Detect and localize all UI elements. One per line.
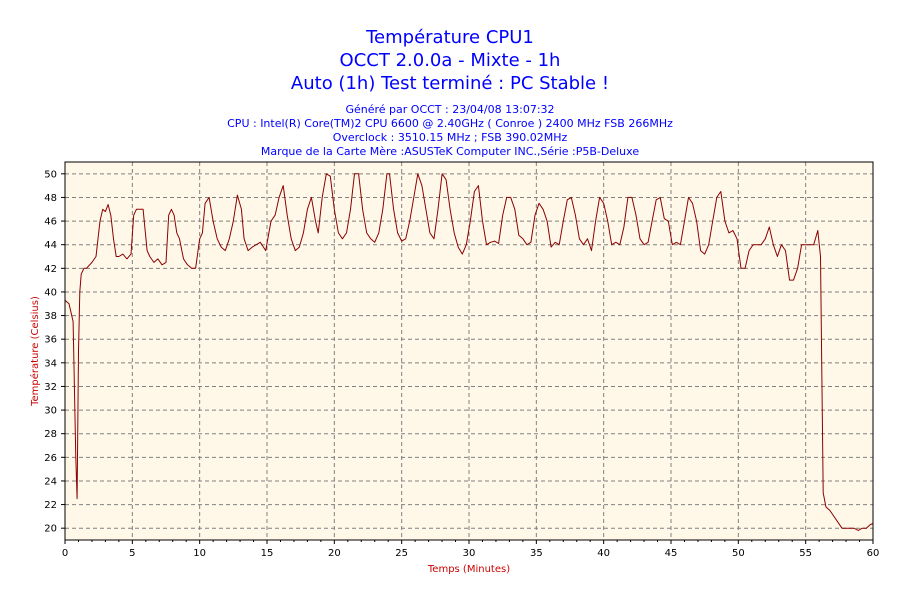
x-tick-label: 50 — [732, 548, 745, 559]
x-tick-label: 15 — [261, 548, 274, 559]
y-axis-label: Température (Celsius) — [29, 296, 41, 407]
x-tick-label: 35 — [530, 548, 543, 559]
y-tick-label: 24 — [44, 476, 57, 487]
x-tick-label: 30 — [463, 548, 476, 559]
y-tick-label: 28 — [44, 429, 57, 440]
x-tick-label: 10 — [193, 548, 206, 559]
y-tick-label: 44 — [44, 240, 57, 251]
grid-lines — [65, 162, 873, 540]
system-info: Généré par OCCT : 23/04/08 13:07:32 CPU … — [0, 103, 900, 159]
chart-title: Température CPU1 — [366, 27, 534, 48]
y-tick-label: 50 — [44, 169, 57, 180]
y-tick-label: 32 — [44, 382, 57, 393]
x-tick-label: 55 — [799, 548, 812, 559]
x-tick-label: 45 — [665, 548, 678, 559]
x-tick-label: 20 — [328, 548, 341, 559]
x-tick-label: 40 — [597, 548, 610, 559]
motherboard-info: Marque de la Carte Mère :ASUSTeK Compute… — [260, 145, 640, 158]
x-tick-label: 60 — [867, 548, 880, 559]
y-tick-label: 26 — [44, 453, 57, 464]
y-tick-label: 20 — [44, 524, 57, 535]
x-axis-label: Temps (Minutes) — [427, 564, 510, 575]
y-tick-label: 22 — [44, 500, 57, 511]
overclock-info: Overclock : 3510.15 MHz ; FSB 390.02MHz — [332, 131, 568, 144]
axis-ticks: 0 5 10 15 20 25 30 35 40 45 50 55 60 20 22 24 26 28 30 32 34… — [44, 169, 879, 559]
x-tick-label: 25 — [395, 548, 408, 559]
y-tick-label: 30 — [44, 406, 57, 417]
chart-title-block: Température CPU1 OCCT 2.0.0a - Mixte - 1… — [0, 0, 900, 95]
y-tick-label: 48 — [44, 193, 57, 204]
plot-frame — [64, 161, 874, 541]
y-tick-label: 40 — [44, 287, 57, 298]
y-tick-label: 38 — [44, 311, 57, 322]
x-tick-label: 5 — [129, 548, 135, 559]
cpu-info: CPU : Intel(R) Core(TM)2 CPU 6600 @ 2.40… — [227, 117, 673, 130]
x-tick-label: 0 — [62, 548, 68, 559]
temperature-series-line — [64, 173, 874, 531]
y-tick-label: 34 — [44, 358, 57, 369]
test-status: Auto (1h) Test terminé : PC Stable ! — [290, 73, 610, 94]
generated-info: Généré par OCCT : 23/04/08 13:07:32 — [345, 103, 555, 116]
series-group — [64, 173, 874, 531]
y-tick-label: 36 — [44, 335, 57, 346]
y-tick-label: 46 — [44, 217, 57, 228]
y-tick-label: 42 — [44, 264, 57, 275]
chart-subtitle: OCCT 2.0.0a - Mixte - 1h — [339, 50, 561, 71]
